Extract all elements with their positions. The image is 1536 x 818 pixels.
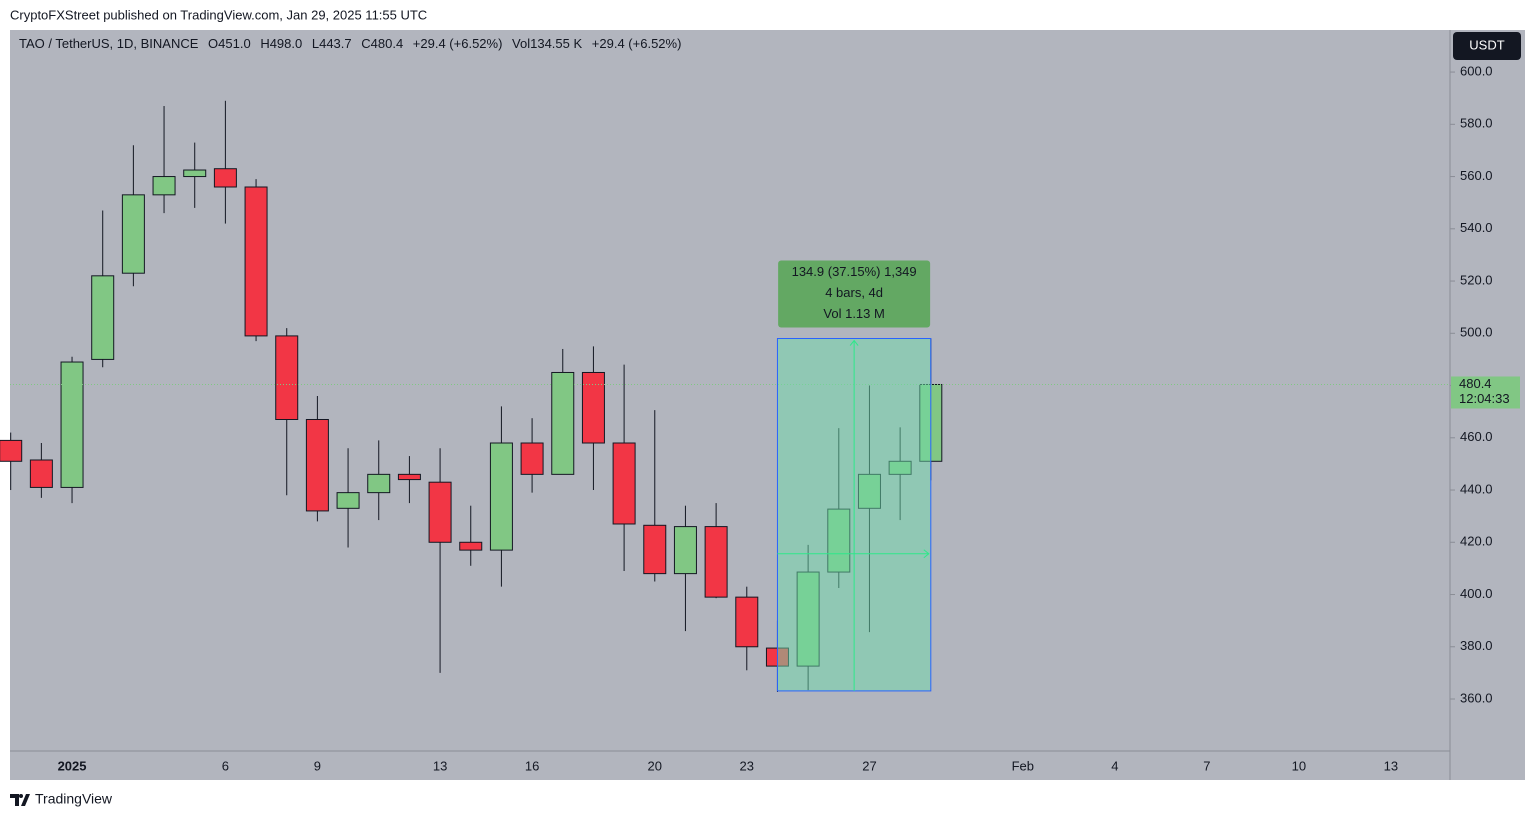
measure-arrowhead bbox=[849, 339, 859, 346]
y-tick-label: 360.0 bbox=[1460, 690, 1493, 705]
candle-body bbox=[397, 473, 421, 481]
candle-body bbox=[704, 526, 728, 598]
candle-body bbox=[336, 492, 360, 509]
candle-body bbox=[673, 526, 697, 575]
measure-info-label: 4 bars, 4d bbox=[825, 285, 883, 300]
legend-item: +29.4 (+6.52%) bbox=[413, 36, 503, 51]
candle-body bbox=[275, 335, 299, 420]
y-tick-label: 420.0 bbox=[1460, 534, 1493, 549]
y-tick-label: 500.0 bbox=[1460, 325, 1493, 340]
x-tick-label: 23 bbox=[740, 758, 754, 773]
last-price-box bbox=[1451, 376, 1520, 409]
candle-body bbox=[121, 194, 145, 274]
measure-info-label: 134.9 (37.15%) 1,349 bbox=[792, 264, 917, 279]
legend-item: O451.0 bbox=[208, 36, 251, 51]
x-tick-label: 16 bbox=[525, 758, 539, 773]
measure-arrowhead bbox=[923, 549, 930, 559]
last-price-label: 480.4 bbox=[1459, 376, 1492, 391]
x-tick-label: 4 bbox=[1111, 758, 1118, 773]
candle-body bbox=[612, 442, 636, 525]
x-tick-label: Feb bbox=[1012, 758, 1034, 773]
candle-body bbox=[152, 176, 176, 196]
candle-body bbox=[459, 541, 483, 551]
footer-logo bbox=[10, 794, 30, 806]
legend-item: +29.4 (+6.52%) bbox=[592, 36, 682, 51]
y-tick-label: 400.0 bbox=[1460, 586, 1493, 601]
candle-body bbox=[520, 442, 544, 475]
y-tick-label: 560.0 bbox=[1460, 168, 1493, 183]
currency-button[interactable] bbox=[1453, 32, 1521, 60]
countdown-label: 12:04:33 bbox=[1459, 391, 1510, 406]
y-tick-label: 380.0 bbox=[1460, 638, 1493, 653]
candle-body bbox=[643, 524, 667, 575]
candle-body bbox=[367, 473, 391, 494]
legend-item: H498.0 bbox=[260, 36, 302, 51]
y-tick-label: 440.0 bbox=[1460, 481, 1493, 496]
candle-body bbox=[91, 275, 115, 360]
candle-body bbox=[428, 481, 452, 543]
measure-info-label: Vol 1.13 M bbox=[823, 306, 884, 321]
y-tick-label: 540.0 bbox=[1460, 220, 1493, 235]
x-tick-label: 6 bbox=[222, 758, 229, 773]
currency-label[interactable]: USDT bbox=[1469, 37, 1504, 52]
y-tick-label: 460.0 bbox=[1460, 429, 1493, 444]
legend: TAO / TetherUS, 1D, BINANCE O451.0 H498.… bbox=[19, 36, 681, 51]
legend-item: C480.4 bbox=[361, 36, 403, 51]
legend-symbol: TAO / TetherUS, 1D, BINANCE bbox=[19, 36, 199, 51]
measure-info-box bbox=[778, 260, 931, 328]
y-tick-label: 520.0 bbox=[1460, 272, 1493, 287]
x-tick-label: 20 bbox=[648, 758, 662, 773]
candle-body bbox=[60, 361, 84, 488]
footer-brand: TradingView bbox=[35, 791, 113, 807]
candle-body bbox=[489, 442, 513, 551]
candle-body bbox=[244, 186, 268, 337]
candle-body bbox=[213, 168, 237, 188]
legend-item: L443.7 bbox=[312, 36, 352, 51]
x-tick-label: 2025 bbox=[58, 758, 87, 773]
x-tick-label: 13 bbox=[433, 758, 447, 773]
x-tick-label: 10 bbox=[1292, 758, 1306, 773]
candle-body bbox=[551, 371, 575, 475]
y-tick-label: 600.0 bbox=[1460, 63, 1493, 78]
chart-background bbox=[10, 30, 1525, 780]
plot: 360.0380.0400.0420.0440.0460.0480.0500.0… bbox=[0, 63, 1493, 773]
candle-body bbox=[735, 596, 759, 648]
candle-body bbox=[0, 439, 23, 462]
x-tick-label: 13 bbox=[1384, 758, 1398, 773]
y-tick-label: 580.0 bbox=[1460, 116, 1493, 131]
candle-body bbox=[183, 169, 207, 178]
legend-item: Vol134.55 K bbox=[512, 36, 582, 51]
x-tick-label: 9 bbox=[314, 758, 321, 773]
candle-body bbox=[581, 371, 605, 444]
x-tick-label: 7 bbox=[1203, 758, 1210, 773]
candle-body bbox=[29, 459, 53, 488]
header: CryptoFXStreet published on TradingView.… bbox=[10, 7, 427, 22]
x-tick-label: 27 bbox=[862, 758, 876, 773]
candle-body bbox=[305, 418, 329, 512]
